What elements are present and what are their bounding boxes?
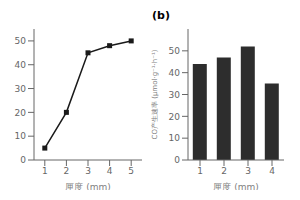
svg-text:1: 1: [42, 166, 48, 176]
svg-text:10: 10: [169, 133, 181, 143]
svg-text:10: 10: [15, 131, 27, 141]
svg-text:3: 3: [85, 166, 91, 176]
svg-text:1: 1: [197, 166, 203, 176]
svg-text:30: 30: [15, 84, 27, 94]
svg-text:0: 0: [20, 155, 26, 165]
svg-text:30: 30: [169, 90, 181, 100]
svg-text:4: 4: [269, 166, 275, 176]
svg-text:50: 50: [15, 36, 27, 46]
svg-text:5: 5: [128, 166, 134, 176]
svg-text:2: 2: [64, 166, 70, 176]
svg-text:CO产生速率 (μmol·g⁻¹·h⁻¹): CO产生速率 (μmol·g⁻¹·h⁻¹): [151, 49, 159, 139]
svg-text:40: 40: [169, 68, 181, 78]
svg-text:4: 4: [107, 166, 113, 176]
svg-text:0: 0: [174, 155, 180, 165]
svg-text:20: 20: [169, 112, 181, 122]
svg-text:20: 20: [15, 108, 27, 118]
svg-text:厘度 (mm): 厘度 (mm): [65, 182, 110, 190]
svg-text:40: 40: [15, 60, 27, 70]
html-text:(b): (b): [152, 9, 170, 22]
svg-text:2: 2: [221, 166, 227, 176]
svg-text:3: 3: [245, 166, 251, 176]
svg-text:50: 50: [169, 46, 181, 56]
svg-text:厘度 (mm): 厘度 (mm): [213, 182, 258, 190]
